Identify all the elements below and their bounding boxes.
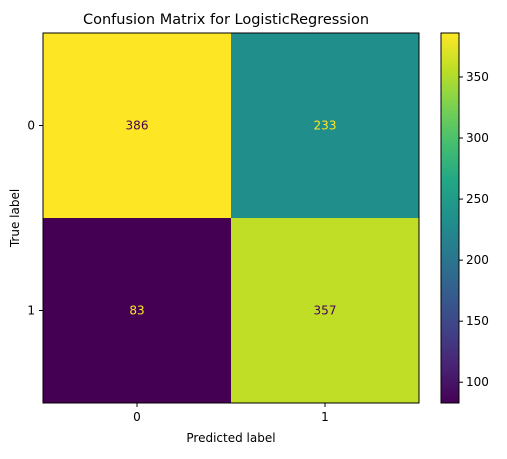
colorbar-tick-label-4: 300 xyxy=(466,131,489,145)
colorbar-tick-label-5: 350 xyxy=(466,70,489,84)
colorbar-tick-label-1: 150 xyxy=(466,314,489,328)
x-axis-label: Predicted label xyxy=(186,431,275,445)
colorbar-tick-label-3: 250 xyxy=(466,192,489,206)
colorbar-ticks: 100 150 200 250 300 350 xyxy=(459,70,489,389)
y-axis-ticks: 01 xyxy=(27,119,43,318)
colorbar-tick-label-0: 100 xyxy=(466,375,489,389)
y-axis-label: True label xyxy=(8,189,22,248)
x-tick-label-1: 1 xyxy=(321,410,329,424)
x-tick-label-0: 0 xyxy=(133,410,141,424)
cell-value-1-0: 83 xyxy=(129,304,144,318)
colorbar-tick-label-2: 200 xyxy=(466,253,489,267)
cell-value-0-1: 233 xyxy=(314,119,337,133)
y-tick-label-0: 0 xyxy=(27,119,35,133)
cell-value-1-1: 357 xyxy=(314,304,337,318)
heatmap-cells xyxy=(43,33,419,403)
y-tick-label-1: 1 xyxy=(27,304,35,318)
chart-title: Confusion Matrix for LogisticRegression xyxy=(83,12,369,28)
colorbar xyxy=(441,33,459,403)
cell-value-0-0: 386 xyxy=(126,119,149,133)
